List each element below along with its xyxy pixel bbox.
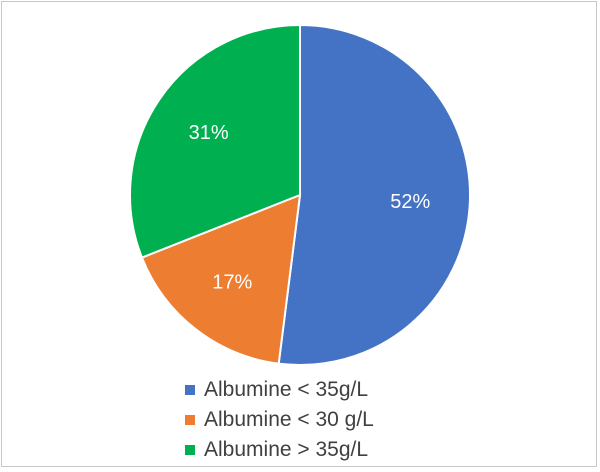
pie-slice-albumine-gt-35	[129, 23, 301, 259]
data-label-albumine-lt-30: 17%	[212, 271, 252, 293]
legend-item-albumine-gt-35: Albumine > 35g/L	[185, 435, 374, 465]
pie-slice-albumine-lt-35	[277, 23, 472, 366]
legend-swatch-albumine-lt-35	[185, 385, 195, 395]
legend-item-albumine-lt-35: Albumine < 35g/L	[185, 375, 374, 405]
legend-label-albumine-lt-30: Albumine < 30 g/L	[204, 408, 374, 431]
data-label-albumine-gt-35: 31%	[189, 122, 229, 144]
chart-legend: Albumine < 35g/L Albumine < 30 g/L Album…	[185, 375, 374, 465]
legend-swatch-albumine-gt-35	[185, 445, 195, 455]
legend-label-albumine-lt-35: Albumine < 35g/L	[204, 378, 369, 401]
legend-item-albumine-lt-30: Albumine < 30 g/L	[185, 405, 374, 435]
data-label-albumine-lt-35: 52%	[390, 191, 430, 213]
legend-label-albumine-gt-35: Albumine > 35g/L	[204, 438, 369, 461]
legend-swatch-albumine-lt-30	[185, 415, 195, 425]
pie-slice-albumine-lt-30	[140, 193, 302, 365]
